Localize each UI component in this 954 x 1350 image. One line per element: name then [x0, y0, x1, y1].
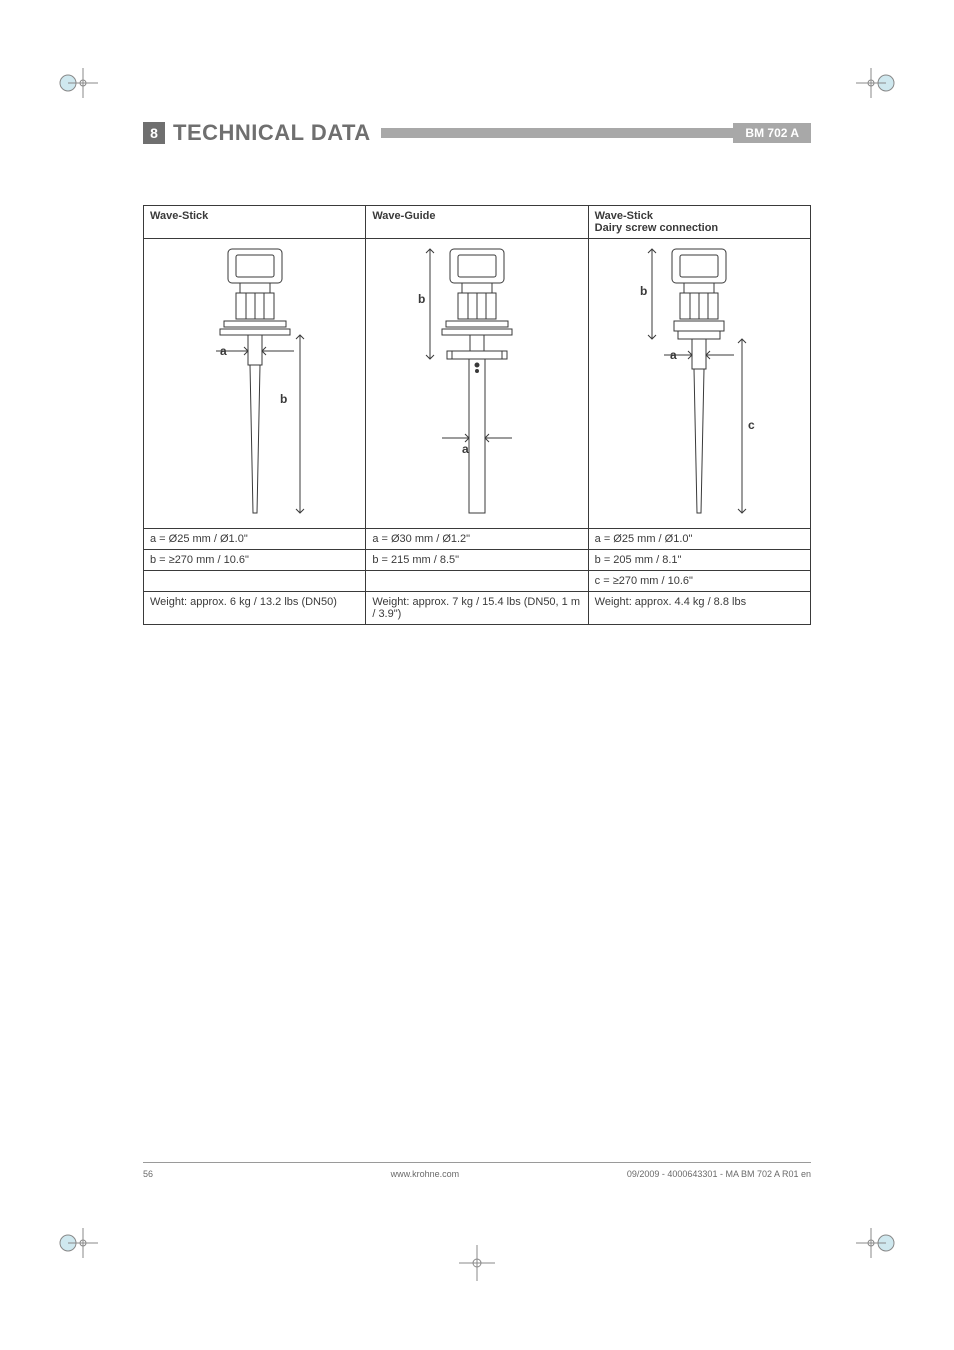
col-title-1: Wave-Stick — [150, 210, 208, 222]
crop-mark-tr — [856, 63, 896, 103]
col-header-3: Wave-Stick Dairy screw connection — [588, 206, 810, 239]
col-header-1: Wave-Stick — [144, 206, 366, 239]
table-row: Weight: approx. 6 kg / 13.2 lbs (DN50) W… — [144, 592, 811, 625]
section-header: 8 TECHNICAL DATA BM 702 A — [143, 119, 811, 147]
diagram-wave-stick: a b — [144, 239, 366, 529]
cell: Weight: approx. 6 kg / 13.2 lbs (DN50) — [144, 592, 366, 625]
dim-a-label-2: a — [462, 442, 469, 456]
cell: a = Ø25 mm / Ø1.0" — [588, 529, 810, 550]
cell: Weight: approx. 4.4 kg / 8.8 lbs — [588, 592, 810, 625]
diagram-wave-stick-dairy: b a c — [588, 239, 810, 529]
footer-site: www.krohne.com — [223, 1169, 627, 1179]
table-row: a = Ø25 mm / Ø1.0" a = Ø30 mm / Ø1.2" a … — [144, 529, 811, 550]
crop-mark-br — [856, 1223, 896, 1263]
cell: b = 205 mm / 8.1" — [588, 550, 810, 571]
table-row: b = ≥270 mm / 10.6" b = 215 mm / 8.5" b … — [144, 550, 811, 571]
page-footer: 56 www.krohne.com 09/2009 - 4000643301 -… — [143, 1162, 811, 1179]
dim-a-label: a — [220, 344, 227, 358]
cell: b = 215 mm / 8.5" — [366, 550, 588, 571]
cell: c = ≥270 mm / 10.6" — [588, 571, 810, 592]
section-number: 8 — [143, 122, 165, 144]
dim-b-label: b — [280, 392, 287, 406]
col-header-2: Wave-Guide — [366, 206, 588, 239]
dim-b-label-3: b — [640, 284, 647, 298]
dim-b-label-2: b — [418, 292, 425, 306]
col-title-2: Wave-Guide — [372, 210, 435, 222]
cell — [144, 571, 366, 592]
crop-mark-bl — [58, 1223, 98, 1263]
antenna-table: Wave-Stick Wave-Guide Wave-Stick Dairy s… — [143, 205, 811, 625]
doc-badge: BM 702 A — [733, 123, 811, 143]
header-divider — [381, 128, 734, 138]
cell: a = Ø25 mm / Ø1.0" — [144, 529, 366, 550]
crop-mark-tl — [58, 63, 98, 103]
page-number: 56 — [143, 1169, 223, 1179]
diagram-wave-guide: b a — [366, 239, 588, 529]
crop-mark-bc — [457, 1243, 497, 1283]
footer-docid: 09/2009 - 4000643301 - MA BM 702 A R01 e… — [627, 1169, 811, 1179]
cell — [366, 571, 588, 592]
dim-c-label-3: c — [748, 418, 755, 432]
dim-a-label-3: a — [670, 348, 677, 362]
cell: a = Ø30 mm / Ø1.2" — [366, 529, 588, 550]
table-row: c = ≥270 mm / 10.6" — [144, 571, 811, 592]
col-subtitle-3: Dairy screw connection — [595, 222, 719, 234]
cell: Weight: approx. 7 kg / 15.4 lbs (DN50, 1… — [366, 592, 588, 625]
page-content: 8 TECHNICAL DATA BM 702 A Wave-Stick Wav… — [143, 119, 811, 1179]
cell: b = ≥270 mm / 10.6" — [144, 550, 366, 571]
section-title: TECHNICAL DATA — [173, 120, 371, 146]
col-title-3: Wave-Stick — [595, 210, 653, 222]
